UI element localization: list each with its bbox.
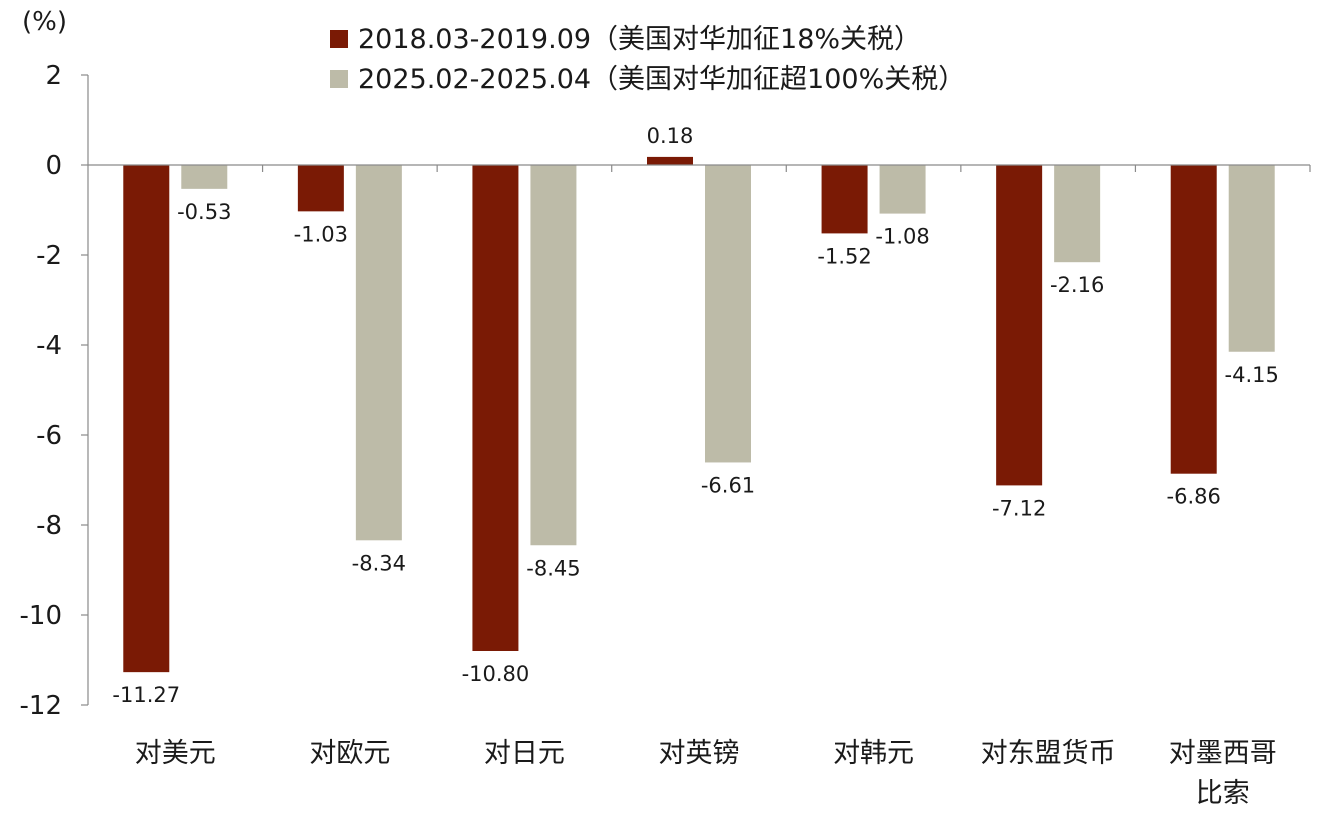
- bar: [1170, 165, 1217, 474]
- data-label: -8.34: [352, 551, 406, 575]
- y-axis: 2 0 -2 -4 -6 -8 -10 -12: [20, 61, 89, 721]
- bar: [530, 165, 577, 546]
- bar: [647, 156, 693, 165]
- bars: [123, 156, 1275, 673]
- data-label: -8.45: [526, 556, 580, 580]
- bar: [472, 165, 519, 651]
- legend-label: 2025.02-2025.04（美国对华加征超100%关税）: [358, 64, 965, 95]
- bar: [996, 165, 1043, 486]
- bar: [297, 165, 344, 212]
- bar: [1054, 165, 1101, 263]
- y-tick-label: -4: [36, 331, 62, 361]
- data-label: -1.03: [294, 222, 348, 246]
- category-label: 比索: [1196, 778, 1250, 809]
- data-label: -6.86: [1167, 485, 1221, 509]
- data-label: -7.12: [992, 496, 1046, 520]
- bar: [1228, 165, 1275, 352]
- category-label: 对韩元: [833, 738, 914, 769]
- legend-swatch: [330, 70, 348, 88]
- bar: [123, 165, 170, 673]
- bar: [879, 165, 926, 214]
- bar: [181, 165, 228, 189]
- data-label: -10.80: [462, 662, 530, 686]
- data-label: -1.52: [817, 244, 871, 268]
- x-axis: [88, 164, 1311, 172]
- legend: 2018.03-2019.09（美国对华加征18%关税） 2025.02-2025…: [330, 24, 965, 95]
- y-tick-label: 0: [45, 151, 62, 181]
- data-label: -6.61: [701, 473, 755, 497]
- legend-swatch: [330, 30, 348, 48]
- y-tick-label: 2: [45, 61, 62, 91]
- data-label: 0.18: [647, 124, 694, 148]
- y-tick-label: -6: [36, 421, 62, 451]
- bar: [355, 165, 402, 541]
- category-label: 对东盟货币: [981, 738, 1116, 769]
- category-label: 对墨西哥: [1169, 738, 1277, 769]
- bar: [705, 165, 751, 463]
- bar: [821, 165, 868, 234]
- data-label: -4.15: [1225, 363, 1279, 387]
- data-label: -1.08: [875, 225, 929, 249]
- y-tick-label: -8: [36, 511, 62, 541]
- y-axis-unit-label: (%): [22, 7, 67, 37]
- legend-label: 2018.03-2019.09（美国对华加征18%关税）: [358, 24, 921, 55]
- y-tick-label: -2: [36, 241, 62, 271]
- category-label: 对美元: [135, 738, 216, 769]
- y-tick-label: -12: [20, 691, 62, 721]
- category-label: 对英镑: [659, 738, 740, 769]
- data-labels: -11.27 -0.53 -1.03 -8.34 -10.80 -8.45 0.18 -6.6…: [112, 124, 1278, 707]
- y-tick-label: -10: [20, 601, 62, 631]
- data-label: -2.16: [1050, 273, 1104, 297]
- category-label: 对日元: [484, 738, 565, 769]
- data-label: -0.53: [177, 200, 231, 224]
- data-label: -11.27: [112, 683, 180, 707]
- category-label: 对欧元: [309, 738, 390, 769]
